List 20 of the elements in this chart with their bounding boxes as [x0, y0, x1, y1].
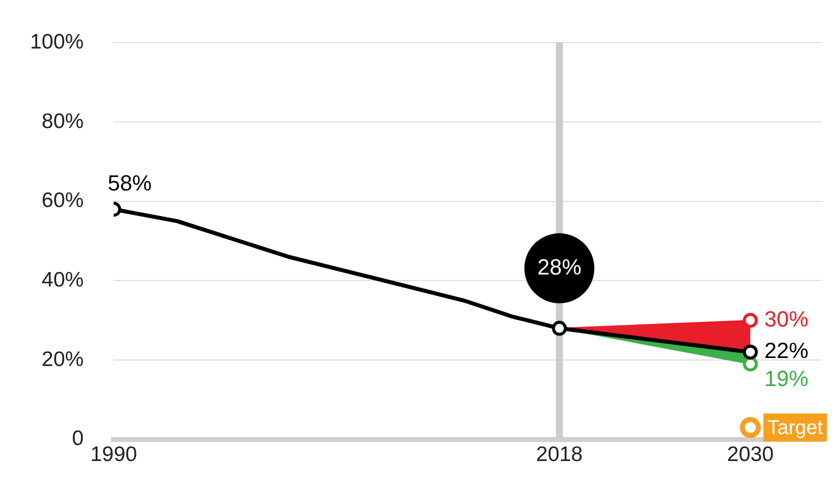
point [742, 356, 758, 372]
x-tick-label: 2018 [536, 442, 583, 466]
y-tick-label: 40% [42, 268, 84, 292]
point [552, 320, 567, 336]
point [740, 416, 761, 438]
point [742, 312, 758, 328]
series-label: Target [767, 417, 824, 440]
x-tick-label: 2030 [727, 442, 774, 466]
y-tick-label: 20% [42, 348, 84, 371]
point [742, 344, 758, 360]
y-tick-label: 100% [30, 30, 84, 54]
data-label: 19% [764, 366, 808, 392]
y-tick-label: 60% [42, 189, 84, 212]
y-tick-label: 0 [72, 427, 84, 450]
data-label: 30% [764, 306, 808, 332]
y-tick-label: 80% [42, 110, 84, 133]
x-tick-label: 1990 [90, 442, 138, 466]
data-label: 58% [108, 170, 152, 196]
annotation: 28% [537, 254, 582, 280]
data-label: 22% [764, 338, 808, 364]
